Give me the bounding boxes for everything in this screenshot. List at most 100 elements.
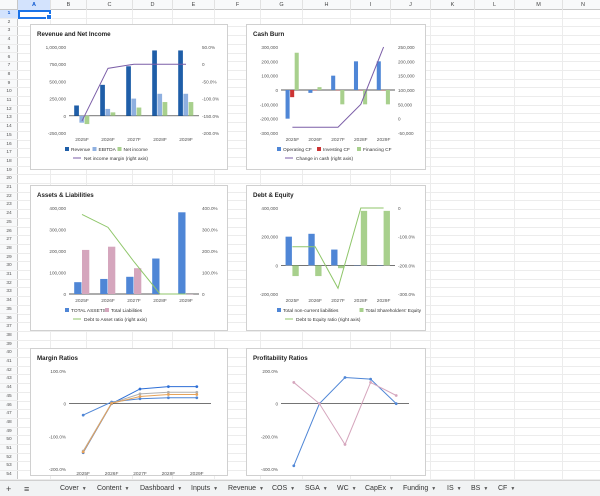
row-header-10[interactable]: 10 xyxy=(0,88,18,97)
chevron-down-icon[interactable]: ▼ xyxy=(431,486,437,492)
row-header-29[interactable]: 29 xyxy=(0,254,18,263)
row-header-50[interactable]: 50 xyxy=(0,436,18,445)
row-header-23[interactable]: 23 xyxy=(0,201,18,211)
row-header-17[interactable]: 17 xyxy=(0,149,18,158)
sheet-tab-bs[interactable]: BS ▼ xyxy=(467,483,492,495)
row-header-28[interactable]: 28 xyxy=(0,245,18,254)
row-header-46[interactable]: 46 xyxy=(0,402,18,411)
sheet-tab-cos[interactable]: COS ▼ xyxy=(268,483,299,495)
row-header-21[interactable]: 21 xyxy=(0,184,18,193)
column-header-G[interactable]: G xyxy=(261,0,303,10)
row-header-26[interactable]: 26 xyxy=(0,228,18,237)
row-header-9[interactable]: 9 xyxy=(0,80,18,89)
row-header-49[interactable]: 49 xyxy=(0,428,18,437)
plus-icon[interactable]: + xyxy=(6,484,12,494)
chevron-down-icon[interactable]: ▼ xyxy=(389,486,394,492)
row-header-38[interactable]: 38 xyxy=(0,332,18,341)
sheet-tab-inputs[interactable]: Inputs ▼ xyxy=(187,483,222,495)
row-header-27[interactable]: 27 xyxy=(0,236,18,245)
row-header-52[interactable]: 52 xyxy=(0,454,18,463)
row-header-24[interactable]: 24 xyxy=(0,210,18,219)
select-all-corner[interactable] xyxy=(0,0,18,10)
column-header-N[interactable]: N xyxy=(563,0,600,10)
sheet-tab-cover[interactable]: Cover ▼ xyxy=(56,483,91,495)
chevron-down-icon[interactable]: ▼ xyxy=(322,486,328,492)
list-icon[interactable]: ≡ xyxy=(24,484,30,494)
sheet-tab-dashboard[interactable]: Dashboard ▼ xyxy=(136,483,186,495)
row-header-51[interactable]: 51 xyxy=(0,445,18,454)
row-header-7[interactable]: 7 xyxy=(0,62,18,71)
row-header-3[interactable]: 3 xyxy=(0,27,18,37)
column-header-B[interactable]: B xyxy=(51,0,87,10)
chevron-down-icon[interactable]: ▼ xyxy=(124,486,130,492)
row-header-48[interactable]: 48 xyxy=(0,419,18,428)
row-header-36[interactable]: 36 xyxy=(0,315,18,324)
row-header-4[interactable]: 4 xyxy=(0,36,18,45)
column-header-F[interactable]: F xyxy=(215,0,261,10)
chevron-down-icon[interactable]: ▼ xyxy=(483,486,489,492)
column-header-K[interactable]: K xyxy=(431,0,475,10)
sheet-tab-content[interactable]: Content ▼ xyxy=(93,483,133,495)
column-header-H[interactable]: H xyxy=(303,0,351,10)
row-header-44[interactable]: 44 xyxy=(0,384,18,393)
row-header-19[interactable]: 19 xyxy=(0,167,18,176)
row-header-5[interactable]: 5 xyxy=(0,45,18,54)
sheet-tab-is[interactable]: IS ▼ xyxy=(443,483,466,495)
chart-margin-ratios[interactable]: Margin Ratios 100.0% 0 -100.0% -200.0% 2025F 2… xyxy=(30,348,228,477)
chevron-down-icon[interactable]: ▼ xyxy=(81,486,87,492)
row-header-12[interactable]: 12 xyxy=(0,106,18,115)
chart-cash-burn[interactable]: Cash Burn 300,000 200,000 100,000 0 -100,000 -… xyxy=(246,24,426,170)
row-header-14[interactable]: 14 xyxy=(0,123,18,132)
row-header-33[interactable]: 33 xyxy=(0,288,18,298)
row-header-2[interactable]: 2 xyxy=(0,19,18,28)
row-header-13[interactable]: 13 xyxy=(0,114,18,124)
sheet-tab-cf[interactable]: CF ▼ xyxy=(494,483,519,495)
column-header-C[interactable]: C xyxy=(87,0,133,10)
row-header-39[interactable]: 39 xyxy=(0,341,18,350)
row-header-25[interactable]: 25 xyxy=(0,219,18,228)
row-header-18[interactable]: 18 xyxy=(0,158,18,167)
column-header-E[interactable]: E xyxy=(173,0,215,10)
chevron-down-icon[interactable]: ▼ xyxy=(177,486,183,492)
row-header-47[interactable]: 47 xyxy=(0,410,18,419)
chevron-down-icon[interactable]: ▼ xyxy=(351,486,357,492)
row-header-30[interactable]: 30 xyxy=(0,262,18,271)
row-header-37[interactable]: 37 xyxy=(0,323,18,332)
row-header-20[interactable]: 20 xyxy=(0,175,18,184)
row-header-41[interactable]: 41 xyxy=(0,358,18,367)
row-header-42[interactable]: 42 xyxy=(0,367,18,376)
chart-debt-equity[interactable]: Debt & Equity 400,000 200,000 0 -200,000 0 -10… xyxy=(246,185,426,331)
row-header-1[interactable]: 1 xyxy=(0,10,18,19)
row-header-53[interactable]: 53 xyxy=(0,462,18,472)
sheet-tab-sga[interactable]: SGA ▼ xyxy=(301,483,332,495)
row-header-22[interactable]: 22 xyxy=(0,193,18,202)
row-header-6[interactable]: 6 xyxy=(0,54,18,63)
chart-revenue-net-income[interactable]: Revenue and Net Income 1,000,000 750,000 50… xyxy=(30,24,228,170)
column-header-L[interactable]: L xyxy=(475,0,515,10)
row-header-16[interactable]: 16 xyxy=(0,141,18,150)
sheet-tab-capex[interactable]: CapEx ▼ xyxy=(361,483,398,495)
column-header-A[interactable]: A xyxy=(18,0,51,10)
chevron-down-icon[interactable]: ▼ xyxy=(290,486,296,492)
sheet-tab-funding[interactable]: Funding ▼ xyxy=(399,483,440,495)
row-header-54[interactable]: 54 xyxy=(0,471,18,480)
row-header-34[interactable]: 34 xyxy=(0,297,18,306)
column-header-J[interactable]: J xyxy=(391,0,431,10)
chart-profitability-ratios[interactable]: Profitability Ratios 200.0% 0 -200.0% -400.0… xyxy=(246,348,426,476)
row-header-32[interactable]: 32 xyxy=(0,280,18,289)
column-header-D[interactable]: D xyxy=(133,0,173,10)
column-header-I[interactable]: I xyxy=(351,0,391,10)
row-header-45[interactable]: 45 xyxy=(0,393,18,402)
chart-assets-liabilities[interactable]: Assets & Liabilities 400,000 300,000 200,00… xyxy=(30,185,228,331)
active-cell-A1[interactable] xyxy=(18,10,52,20)
chevron-down-icon[interactable]: ▼ xyxy=(510,486,516,492)
row-header-8[interactable]: 8 xyxy=(0,71,18,80)
row-header-11[interactable]: 11 xyxy=(0,97,18,106)
sheet-tab-revenue[interactable]: Revenue ▼ xyxy=(224,483,268,495)
chevron-down-icon[interactable]: ▼ xyxy=(456,486,462,492)
sheet-tab-wc[interactable]: WC ▼ xyxy=(333,483,361,495)
row-header-43[interactable]: 43 xyxy=(0,375,18,385)
chevron-down-icon[interactable]: ▼ xyxy=(213,486,219,492)
chevron-down-icon[interactable]: ▼ xyxy=(259,486,264,492)
row-header-35[interactable]: 35 xyxy=(0,306,18,315)
